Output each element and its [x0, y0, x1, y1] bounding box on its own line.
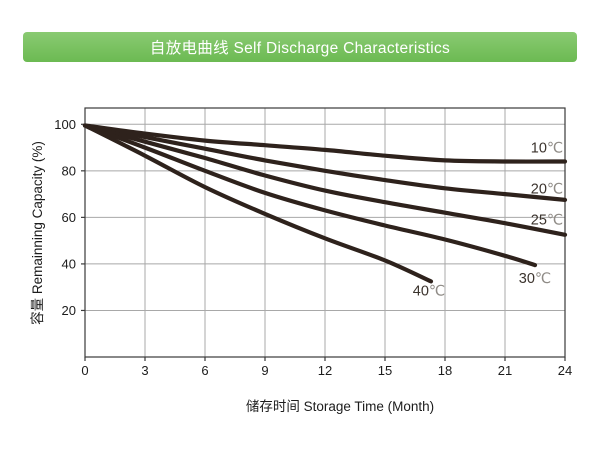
y-tick-label: 100 — [54, 117, 76, 132]
x-tick-label: 18 — [438, 363, 452, 378]
chart-title: 自放电曲线 Self Discharge Characteristics — [149, 40, 451, 57]
y-tick-label: 20 — [62, 303, 76, 318]
y-axis-title: 容量 Remainning Capacity (%) — [30, 141, 45, 325]
x-tick-label: 9 — [261, 363, 268, 378]
x-tick-label: 3 — [141, 363, 148, 378]
curve-20c — [82, 123, 568, 202]
curve-30c — [82, 123, 538, 268]
x-tick-label: 0 — [81, 363, 88, 378]
x-tick-label: 24 — [558, 363, 572, 378]
x-axis-title: 储存时间 Storage Time (Month) — [245, 399, 435, 414]
x-tick-label: 15 — [378, 363, 392, 378]
curve-label-10c: 10℃ — [531, 141, 563, 157]
curve-label-20c: 20℃ — [531, 181, 563, 197]
y-tick-label: 80 — [62, 163, 76, 178]
curve-label-40c: 40℃ — [413, 284, 445, 300]
x-tick-label: 6 — [201, 363, 208, 378]
curve-label-25c: 25℃ — [531, 213, 563, 229]
y-tick-label: 40 — [62, 256, 76, 271]
chart-title-bar: 自放电曲线 Self Discharge Characteristics — [23, 32, 577, 62]
curve-40c — [82, 123, 434, 284]
curve-label-30c: 30℃ — [519, 271, 551, 287]
y-tick-label: 60 — [62, 210, 76, 225]
curve-10c — [82, 123, 568, 164]
curve-25c — [82, 123, 568, 237]
x-tick-label: 12 — [318, 363, 332, 378]
x-tick-label: 21 — [498, 363, 512, 378]
